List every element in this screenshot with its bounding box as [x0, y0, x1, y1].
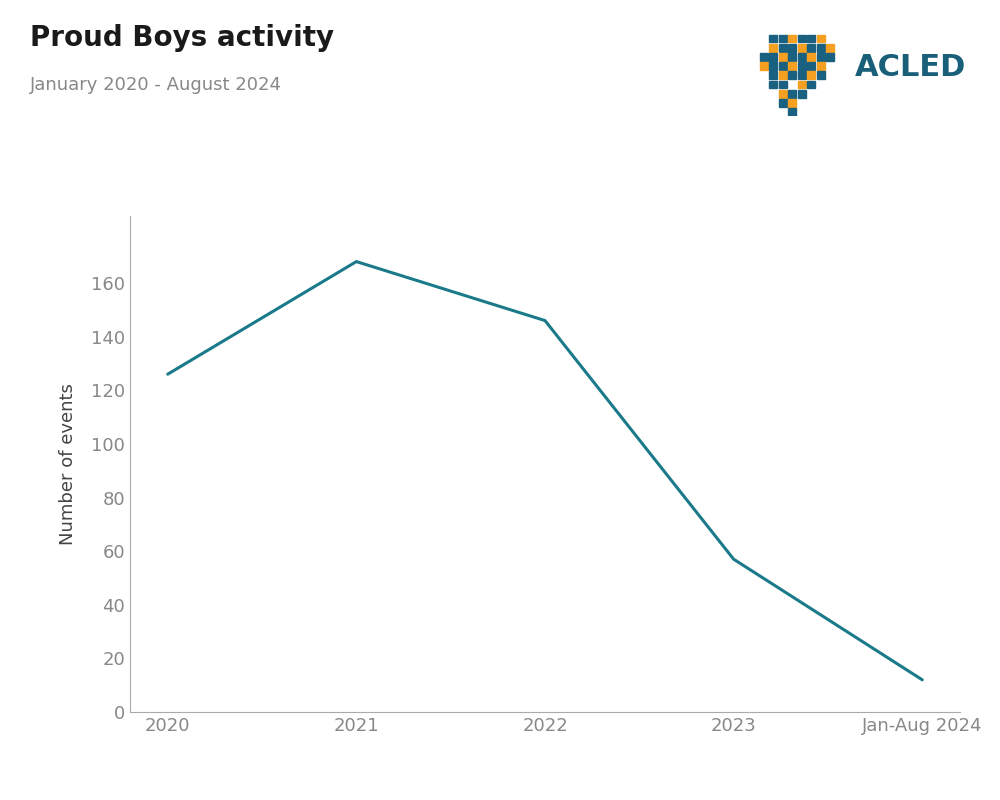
- Bar: [778, 62, 787, 70]
- Bar: [798, 53, 806, 61]
- Bar: [760, 53, 768, 61]
- Bar: [798, 90, 806, 98]
- Bar: [816, 71, 825, 79]
- Bar: [769, 34, 777, 42]
- Text: January 2020 - August 2024: January 2020 - August 2024: [30, 76, 282, 94]
- Bar: [798, 44, 806, 51]
- Bar: [788, 99, 796, 106]
- Bar: [778, 90, 787, 98]
- Text: ACLED: ACLED: [855, 54, 966, 82]
- Bar: [816, 44, 825, 51]
- Bar: [788, 62, 796, 70]
- Bar: [778, 71, 787, 79]
- Bar: [816, 34, 825, 42]
- Bar: [778, 53, 787, 61]
- Bar: [816, 53, 825, 61]
- Bar: [769, 44, 777, 51]
- Bar: [769, 71, 777, 79]
- Bar: [778, 44, 787, 51]
- Bar: [788, 44, 796, 51]
- Bar: [826, 44, 834, 51]
- Bar: [760, 62, 768, 70]
- Bar: [807, 44, 815, 51]
- Bar: [769, 53, 777, 61]
- Bar: [769, 62, 777, 70]
- Bar: [826, 53, 834, 61]
- Bar: [788, 90, 796, 98]
- Bar: [788, 71, 796, 79]
- Bar: [788, 53, 796, 61]
- Bar: [798, 81, 806, 88]
- Bar: [778, 81, 787, 88]
- Bar: [807, 71, 815, 79]
- Bar: [816, 62, 825, 70]
- Bar: [807, 62, 815, 70]
- Bar: [798, 71, 806, 79]
- Text: Proud Boys activity: Proud Boys activity: [30, 24, 334, 52]
- Bar: [788, 34, 796, 42]
- Bar: [807, 34, 815, 42]
- Bar: [798, 62, 806, 70]
- Bar: [778, 34, 787, 42]
- Bar: [769, 81, 777, 88]
- Bar: [778, 99, 787, 106]
- Bar: [798, 34, 806, 42]
- Bar: [788, 108, 796, 116]
- Bar: [807, 53, 815, 61]
- Bar: [807, 81, 815, 88]
- Y-axis label: Number of events: Number of events: [59, 383, 77, 545]
